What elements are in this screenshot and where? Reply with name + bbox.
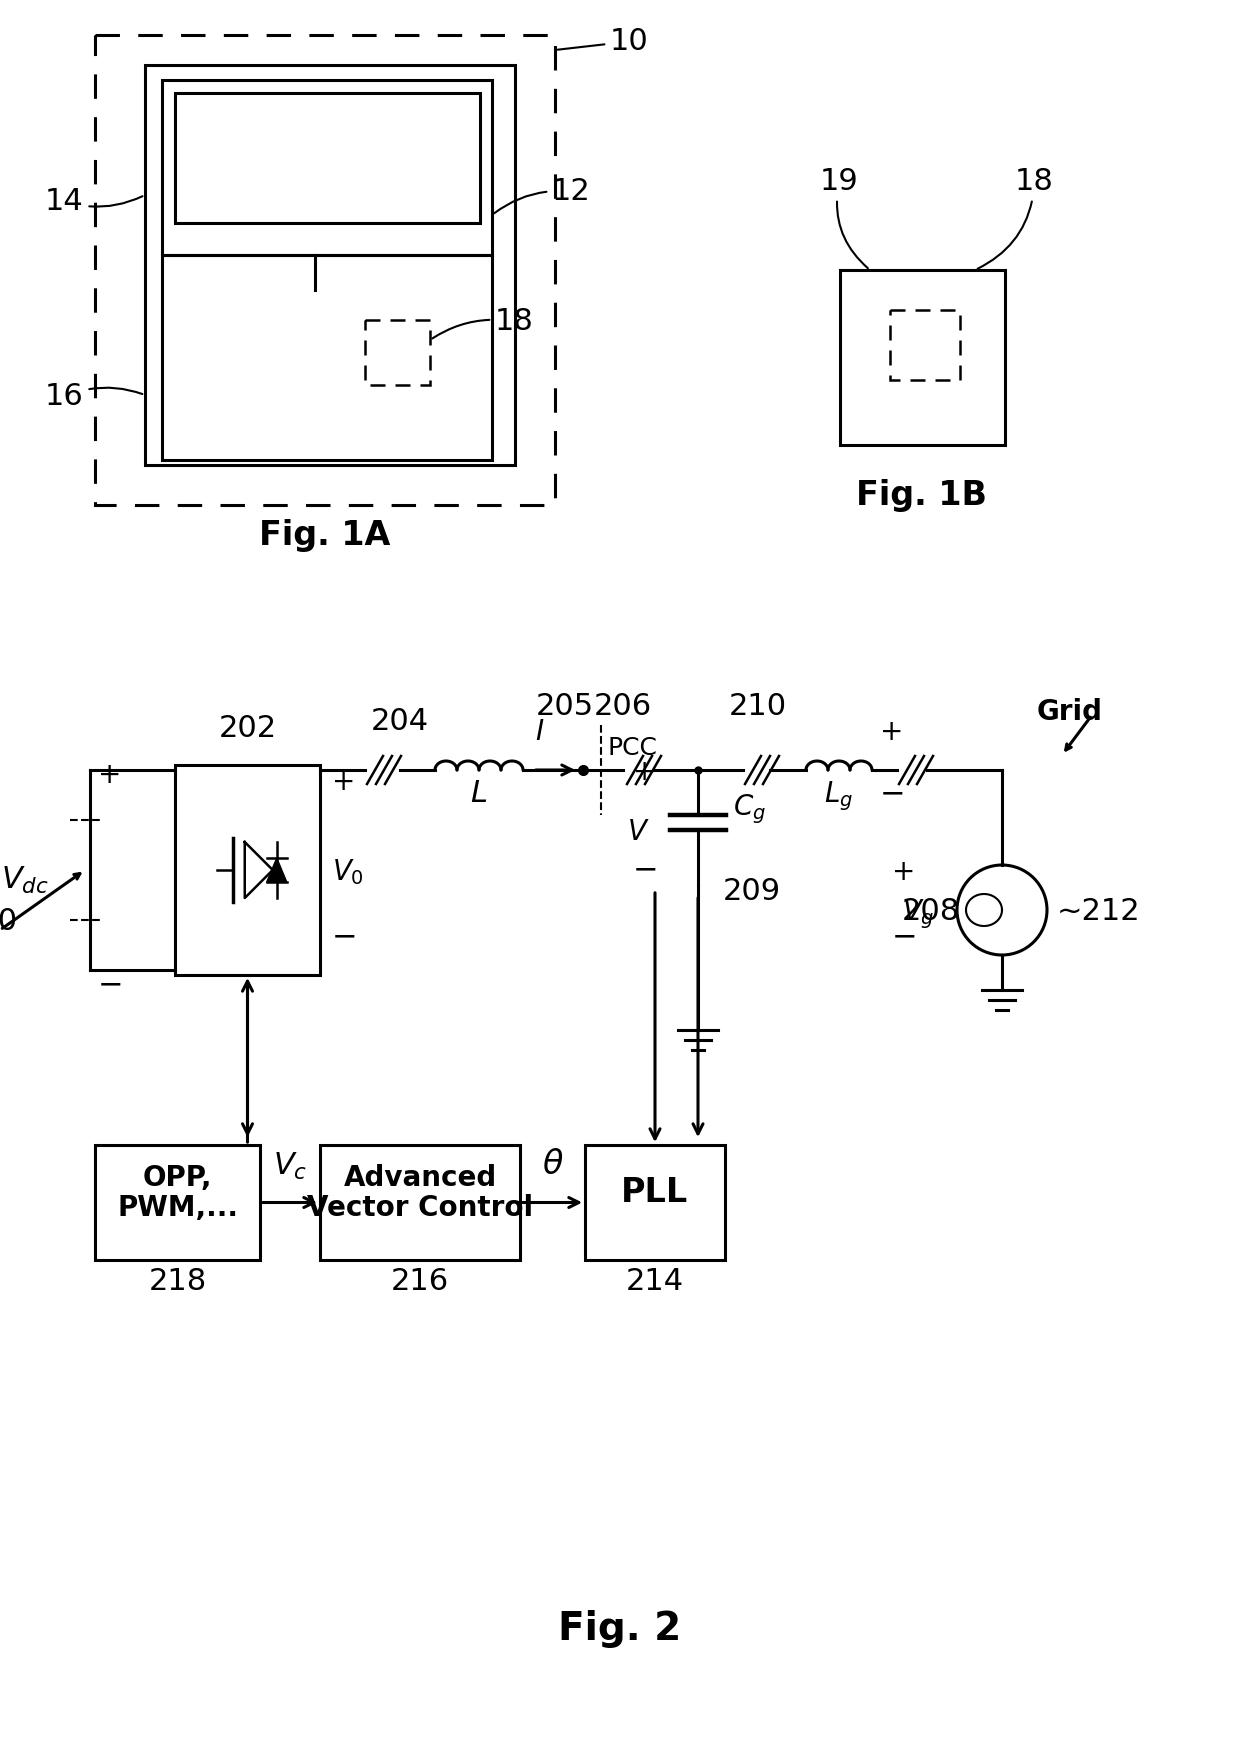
Text: 216: 216 (391, 1267, 449, 1297)
Text: +: + (632, 758, 656, 786)
Text: +: + (892, 859, 915, 886)
Text: V: V (627, 819, 647, 846)
Text: Fig. 1B: Fig. 1B (857, 480, 987, 513)
Bar (95, 35, 556, 506)
Polygon shape (267, 859, 286, 881)
Text: 14: 14 (45, 188, 143, 216)
Bar (890, 309, 960, 381)
Text: −: − (632, 855, 658, 885)
Bar (839, 269, 1004, 445)
Text: 16: 16 (45, 382, 143, 410)
Text: 218: 218 (149, 1267, 207, 1297)
Text: $V_c$: $V_c$ (273, 1151, 308, 1182)
Text: PWM,...: PWM,... (117, 1194, 238, 1222)
Bar (145, 64, 515, 466)
Bar (365, 320, 430, 386)
Text: −: − (892, 921, 918, 951)
Text: 200: 200 (0, 907, 19, 937)
Bar (95, 1145, 260, 1260)
Text: Vector Control: Vector Control (308, 1194, 533, 1222)
Text: +: + (332, 768, 356, 796)
Text: 206: 206 (594, 692, 652, 721)
Text: $V_{dc}$: $V_{dc}$ (1, 864, 48, 895)
Text: 18: 18 (977, 167, 1054, 269)
Text: $V_g$: $V_g$ (901, 897, 935, 932)
Text: 12: 12 (495, 177, 590, 214)
Text: $C_g$: $C_g$ (733, 793, 766, 826)
Text: 205: 205 (536, 692, 594, 721)
Text: 209: 209 (723, 878, 781, 905)
Text: PCC: PCC (608, 735, 658, 760)
Bar (320, 1145, 520, 1260)
Text: 19: 19 (820, 167, 868, 268)
Bar (175, 94, 480, 222)
Text: −: − (98, 970, 124, 999)
Text: Fig. 2: Fig. 2 (558, 1609, 682, 1648)
Text: Fig. 1A: Fig. 1A (259, 520, 391, 553)
Text: OPP,: OPP, (143, 1164, 212, 1192)
Text: +: + (880, 718, 904, 746)
Text: 208: 208 (901, 897, 960, 926)
Text: −: − (880, 779, 905, 808)
Text: $L_g$: $L_g$ (825, 779, 853, 813)
Bar (162, 80, 492, 255)
Bar (162, 255, 492, 461)
Text: −: − (332, 921, 357, 951)
Text: $\theta$: $\theta$ (542, 1149, 563, 1182)
Text: $V_0$: $V_0$ (332, 857, 365, 886)
Text: Grid: Grid (1037, 699, 1104, 726)
Text: I: I (534, 718, 543, 746)
Text: ~212: ~212 (1056, 897, 1141, 926)
Text: 10: 10 (558, 28, 649, 56)
Bar (585, 1145, 725, 1260)
Text: +: + (98, 761, 122, 789)
Text: 204: 204 (371, 707, 429, 735)
Text: 210: 210 (729, 692, 787, 721)
Text: Advanced: Advanced (343, 1164, 497, 1192)
Text: PLL: PLL (621, 1177, 688, 1210)
Bar (175, 765, 320, 975)
Text: 18: 18 (433, 308, 534, 339)
Text: 214: 214 (626, 1267, 684, 1297)
Text: L: L (470, 779, 487, 808)
Text: 202: 202 (218, 714, 277, 744)
